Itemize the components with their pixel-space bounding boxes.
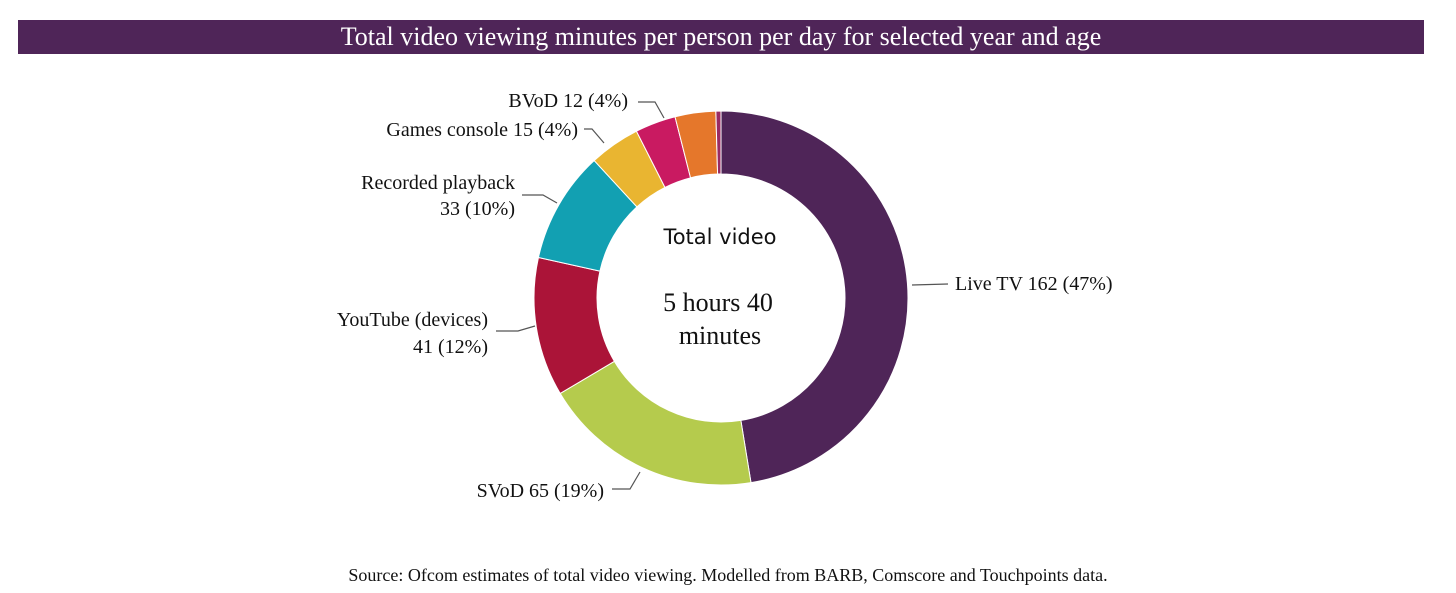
donut-slices (533, 110, 909, 486)
slice-label-games-console: Games console 15 (4%) (386, 119, 578, 141)
leader-line-svod (612, 471, 641, 490)
center-value-line1: 5 hours 40 (663, 288, 773, 317)
leader-line-recorded-playback (522, 194, 558, 204)
donut-slice-live-tv (720, 110, 909, 484)
chart-title: Total video viewing minutes per person p… (18, 20, 1424, 54)
slice-label-bvod: BVoD 12 (4%) (508, 90, 628, 112)
leader-line-youtube-devices (496, 325, 536, 332)
label-leaders (496, 101, 949, 490)
slice-label-recorded-playback: Recorded playback (361, 172, 515, 194)
donut-slice-svod (559, 360, 752, 486)
source-note: Source: Ofcom estimates of total video v… (348, 565, 1108, 585)
slice-label-youtube-devices-line2: 41 (12%) (413, 336, 488, 358)
slice-label-svod: SVoD 65 (19%) (477, 480, 604, 502)
donut-slice-unlabeled-7 (715, 110, 722, 175)
leader-line-live-tv (911, 283, 949, 286)
slice-label-recorded-playback-line2: 33 (10%) (440, 198, 515, 220)
slice-label-live-tv: Live TV 162 (47%) (955, 273, 1113, 295)
slice-labels: Live TV 162 (47%) SVoD 65 (19%) YouTube (d… (337, 90, 1113, 502)
leader-line-bvod (638, 101, 665, 119)
center-value-line2: minutes (679, 321, 761, 350)
center-title: Total video (662, 225, 776, 249)
leader-line-games-console (584, 128, 605, 144)
slice-label-youtube-devices: YouTube (devices) (337, 309, 488, 331)
